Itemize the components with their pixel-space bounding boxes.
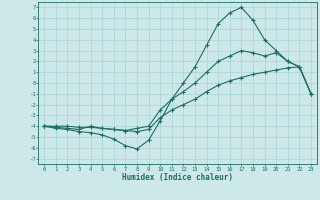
X-axis label: Humidex (Indice chaleur): Humidex (Indice chaleur)	[122, 173, 233, 182]
